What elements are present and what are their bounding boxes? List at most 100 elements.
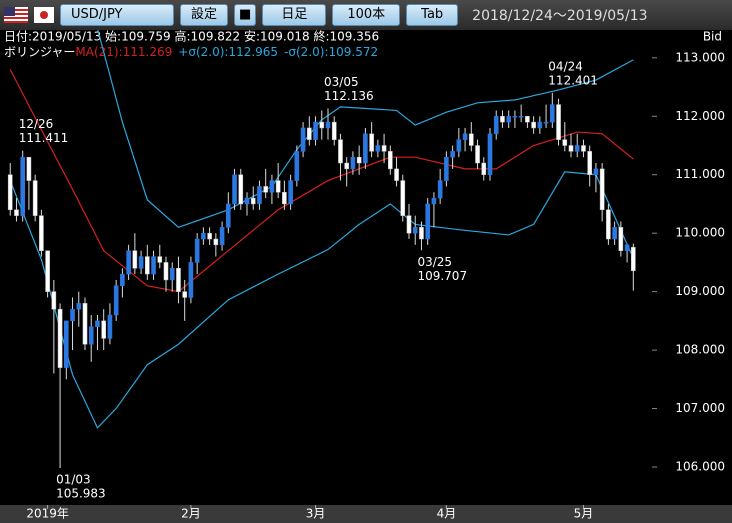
- candle-body: [39, 215, 44, 251]
- candle-body: [618, 227, 624, 251]
- candle-body: [76, 303, 82, 310]
- candle-body: [556, 104, 561, 140]
- candle-body: [176, 268, 181, 292]
- candle-body: [151, 256, 156, 275]
- candle-body: [331, 121, 337, 140]
- y-tick-label: 113.000: [675, 50, 725, 64]
- x-tick-label: 5月: [574, 507, 594, 521]
- x-tick-label: 2月: [181, 507, 201, 521]
- candle-body: [120, 273, 125, 287]
- candle-body: [400, 180, 406, 216]
- candle-body: [543, 121, 549, 124]
- x-axis-bar: [0, 505, 732, 523]
- band-line: [97, 30, 634, 229]
- legend: ボリンジャーMA(21):111.269 +σ(2.0):112.965 -σ(2.…: [4, 45, 378, 59]
- flag-jp: [34, 7, 54, 23]
- annotation-value: 112.136: [324, 89, 374, 103]
- candle-body: [188, 262, 194, 298]
- candle-body: [431, 197, 437, 205]
- chart-type-button[interactable]: ■: [234, 4, 257, 26]
- candle-body: [375, 145, 381, 152]
- candle-body: [506, 116, 511, 123]
- band-line: [9, 171, 634, 429]
- annotation-value: 112.401: [548, 73, 598, 87]
- candle-body: [444, 156, 449, 181]
- candle-body: [157, 256, 163, 263]
- candle-body: [518, 116, 524, 118]
- candle-body: [113, 285, 119, 316]
- count-button[interactable]: 100本: [332, 4, 401, 26]
- candle-body: [531, 121, 536, 129]
- tab-button[interactable]: Tab: [406, 4, 459, 26]
- candle-body: [282, 192, 287, 205]
- candle-body: [631, 247, 636, 272]
- candle-body: [163, 262, 169, 281]
- y-tick-label: 110.000: [675, 226, 725, 240]
- candle-body: [338, 139, 343, 164]
- candle-body: [132, 250, 138, 269]
- candle-body: [244, 197, 250, 205]
- legend-entry: -σ(2.0):109.572: [284, 45, 378, 59]
- candle-body: [45, 250, 50, 292]
- candle-body: [450, 151, 455, 158]
- toolbar: USD/JPY 設定 ■ 日足 100本 Tab 2018/12/24～2019…: [0, 0, 732, 30]
- annotation-value: 105.983: [56, 486, 106, 500]
- candle-body: [95, 320, 100, 327]
- candle-body: [300, 127, 306, 152]
- candle-body: [437, 180, 443, 199]
- candle-body: [574, 145, 580, 152]
- annotation-date: 04/24: [548, 59, 583, 73]
- candle-body: [275, 180, 281, 193]
- candle-body: [226, 203, 231, 228]
- candle-body: [568, 145, 574, 152]
- candle-body: [612, 227, 617, 240]
- candle-body: [562, 139, 568, 146]
- annotation-date: 03/05: [324, 75, 359, 89]
- flag: [4, 7, 28, 23]
- annotation-value: 111.411: [19, 131, 69, 145]
- legend-entry: +σ(2.0):112.965: [178, 45, 278, 59]
- settings-button[interactable]: 設定: [180, 4, 229, 26]
- candle-body: [232, 174, 237, 205]
- candle-body: [26, 156, 32, 181]
- candle-body: [257, 186, 262, 205]
- candle-body: [550, 104, 555, 123]
- candle-body: [412, 227, 418, 234]
- band-line: [9, 69, 634, 293]
- candle-body: [263, 186, 268, 193]
- candle-body: [325, 121, 331, 129]
- candle-body: [182, 291, 187, 298]
- annotation-date: 12/26: [19, 117, 54, 131]
- pair-select[interactable]: USD/JPY: [60, 4, 174, 26]
- candle-body: [462, 133, 468, 140]
- candle-body: [51, 291, 57, 310]
- candle-body: [294, 151, 300, 181]
- candle-body: [126, 250, 131, 275]
- candle-body: [456, 139, 462, 152]
- period-button[interactable]: 日足: [262, 4, 327, 26]
- candle-body: [487, 133, 493, 175]
- candle-body: [194, 238, 200, 263]
- candle-body: [593, 168, 599, 175]
- candle-body: [20, 156, 25, 216]
- candle-body: [581, 145, 586, 152]
- date-range: 2018/12/24～2019/05/13: [472, 8, 648, 24]
- y-tick-label: 109.000: [675, 284, 725, 298]
- candle-body: [344, 162, 349, 170]
- candle-body: [481, 162, 487, 175]
- candle-body: [138, 256, 144, 269]
- candle-body: [88, 326, 94, 345]
- candle-body: [213, 238, 219, 246]
- candle-body: [238, 174, 244, 205]
- candle-body: [7, 174, 13, 211]
- candle-body: [419, 227, 424, 240]
- candle-body: [394, 168, 399, 181]
- candle-body: [57, 308, 63, 368]
- x-tick-label: 3月: [306, 507, 326, 521]
- candle-body: [169, 268, 175, 281]
- price-label: Bid: [703, 30, 722, 44]
- candle-body: [512, 116, 518, 118]
- candle-body: [14, 209, 19, 216]
- candle-body: [363, 133, 368, 164]
